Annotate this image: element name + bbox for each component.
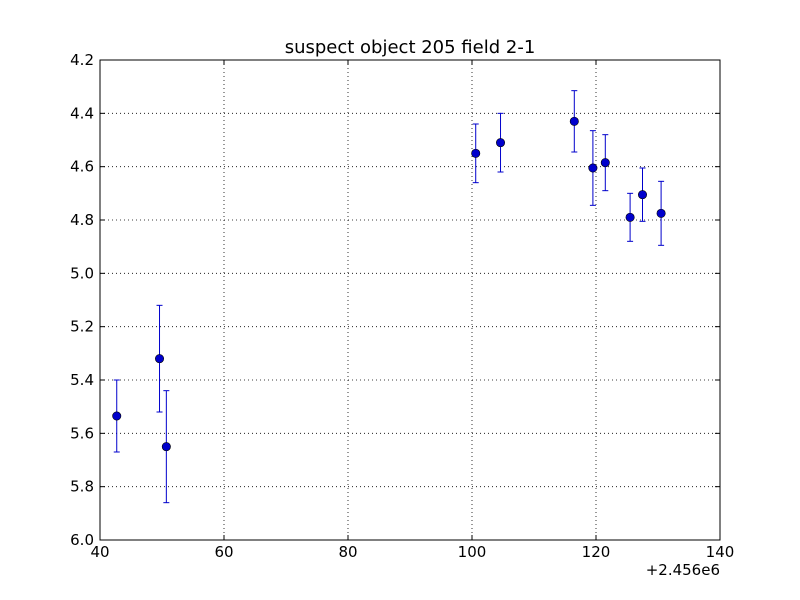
data-point — [471, 148, 481, 158]
y-tick-label: 5.0 — [70, 264, 94, 282]
y-tick-label: 4.2 — [70, 51, 94, 69]
x-tick-label: 100 — [458, 543, 487, 561]
data-point — [600, 158, 610, 168]
data-point — [161, 442, 171, 452]
data-point — [625, 212, 635, 222]
ticks-layer: 40 60 80 100 120 140 4.2 4.4 4.6 4.8 5.0 5.2 5.4 5.6 5… — [70, 51, 734, 561]
data-points-layer — [112, 90, 666, 504]
y-tick-label: 4.8 — [70, 211, 94, 229]
data-point — [637, 190, 647, 200]
y-tick-label: 5.6 — [70, 424, 94, 442]
x-tick-label: 60 — [214, 543, 233, 561]
data-point — [588, 163, 598, 173]
data-point — [112, 411, 122, 421]
x-tick-label: 80 — [338, 543, 357, 561]
x-tick-label: 120 — [582, 543, 611, 561]
grid-layer — [100, 60, 720, 540]
chart-title: suspect object 205 field 2-1 — [285, 37, 536, 58]
x-offset-label: +2.456e6 — [646, 561, 720, 579]
x-tick-label: 40 — [90, 543, 109, 561]
y-tick-label: 4.4 — [70, 104, 94, 122]
data-point — [569, 116, 579, 126]
y-tick-label: 4.6 — [70, 158, 94, 176]
data-point — [155, 354, 165, 364]
data-point — [496, 138, 506, 148]
y-tick-label: 5.4 — [70, 371, 94, 389]
plot-frame — [99, 59, 721, 541]
y-tick-label: 5.2 — [70, 318, 94, 336]
data-point — [656, 208, 666, 218]
x-tick-label: 140 — [706, 543, 735, 561]
y-tick-label: 5.8 — [70, 478, 94, 496]
y-tick-label: 6.0 — [70, 531, 94, 549]
